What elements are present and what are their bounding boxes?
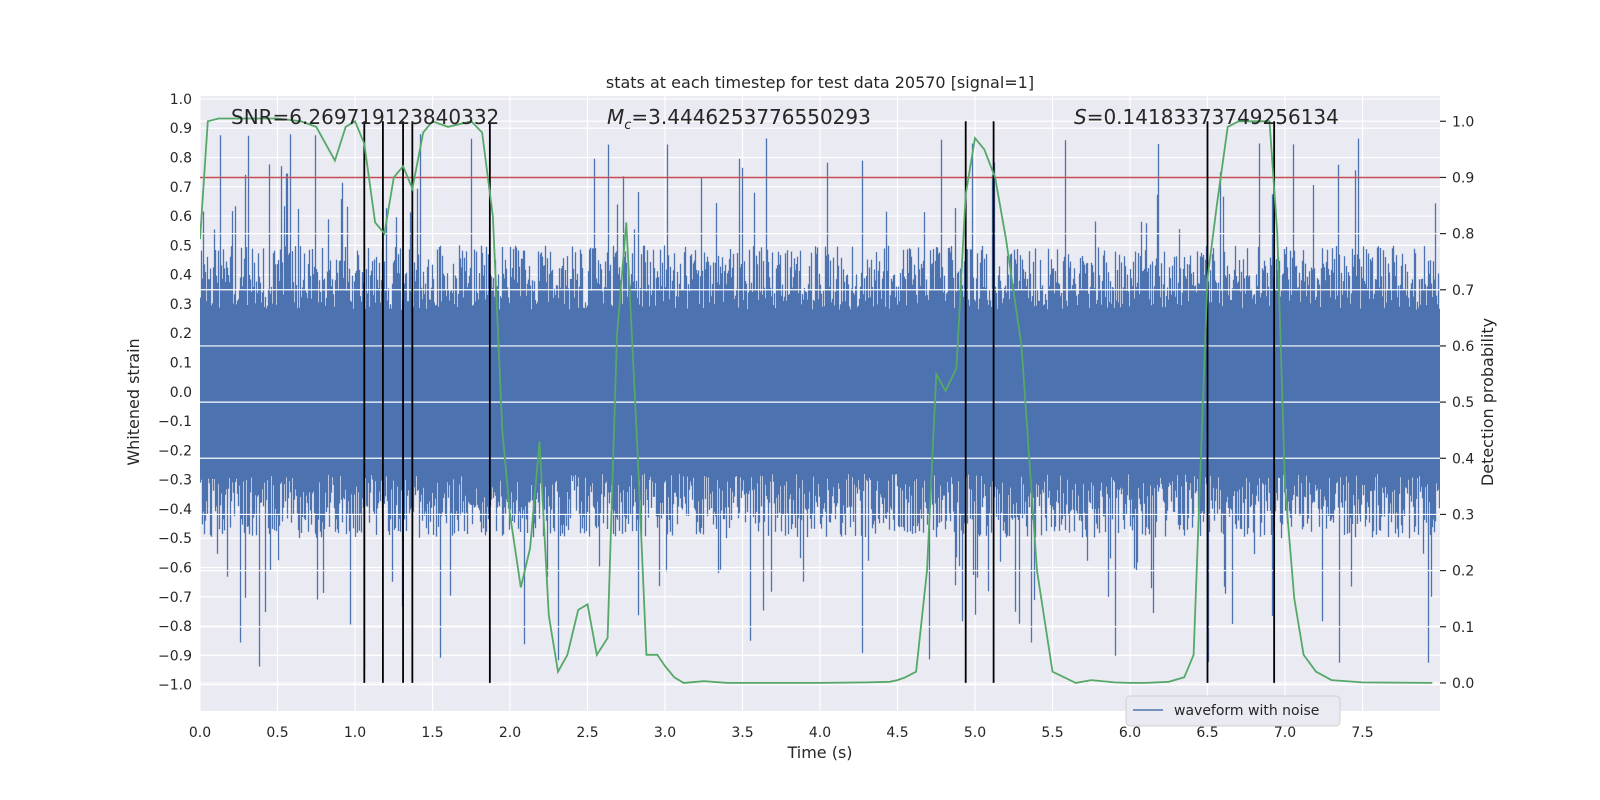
y-left-tick-label: −0.8 <box>158 619 192 635</box>
x-tick-label: 4.0 <box>809 725 831 741</box>
y-left-tick-label: 0.6 <box>170 209 192 225</box>
s-value: =0.14183373749256134 <box>1087 105 1339 129</box>
y-right-tick-label: 0.2 <box>1452 564 1474 580</box>
x-axis-ticks: 0.0 0.5 1.0 1.5 2.0 2.5 3.0 3.5 4.0 4.5 5.0 5.5 6.0 6… <box>189 725 1374 741</box>
y-left-tick-label: 0.3 <box>170 297 192 313</box>
y-left-tick-label: 0.8 <box>170 151 192 167</box>
y-left-tick-label: 0.4 <box>170 268 192 284</box>
vertical-markers <box>363 121 1276 683</box>
x-tick-label: 7.0 <box>1274 725 1296 741</box>
x-tick-label: 6.0 <box>1119 725 1141 741</box>
x-tick-label: 2.0 <box>499 725 521 741</box>
y-left-tick-label: 0.7 <box>170 180 192 196</box>
x-tick-label: 2.5 <box>576 725 598 741</box>
chirp-mass-value: =3.4446253776550293 <box>631 105 870 129</box>
x-tick-label: 6.5 <box>1196 725 1218 741</box>
chirp-mass-symbol: M <box>607 105 624 129</box>
x-tick-label: 3.5 <box>731 725 753 741</box>
y-left-tick-label: −1.0 <box>158 678 192 694</box>
y-left-ticks: 1.0 0.9 0.8 0.7 0.6 0.5 0.4 0.3 0.2 0.1 0.0 −0.1 −0.… <box>158 92 192 694</box>
legend: waveform with noise <box>1125 695 1341 727</box>
y-left-tick-label: −0.4 <box>158 502 192 518</box>
y-left-tick-label: 0.2 <box>170 326 192 342</box>
y-left-tick-label: −0.2 <box>158 443 192 459</box>
s-symbol: S <box>1074 105 1087 129</box>
y-right-tick-label: 0.3 <box>1452 507 1474 523</box>
y-left-tick-label: −0.9 <box>158 648 192 664</box>
x-tick-label: 1.5 <box>421 725 443 741</box>
y-left-axis-label: Whitened strain <box>124 338 143 465</box>
detection-probability-line <box>200 117 1433 684</box>
y-right-ticks: 1.0 0.9 0.8 0.7 0.6 0.5 0.4 0.3 0.2 0.1 0.0 <box>1440 114 1474 692</box>
y-right-tick-label: 0.8 <box>1452 227 1474 243</box>
x-tick-label: 5.5 <box>1041 725 1063 741</box>
chirp-mass-subscript: c <box>624 118 631 133</box>
chart-title: stats at each timestep for test data 205… <box>606 73 1034 92</box>
y-right-tick-label: 1.0 <box>1452 114 1474 130</box>
y-left-tick-label: 0.0 <box>170 385 192 401</box>
y-left-tick-label: −0.1 <box>158 414 192 430</box>
y-right-tick-label: 0.6 <box>1452 339 1474 355</box>
x-tick-label: 0.5 <box>266 725 288 741</box>
snr-annotation: SNR=6.269719123840332 <box>231 105 499 129</box>
x-tick-label: 1.0 <box>344 725 366 741</box>
x-tick-label: 5.0 <box>964 725 986 741</box>
y-right-tick-label: 0.7 <box>1452 283 1474 299</box>
y-right-tick-label: 0.5 <box>1452 395 1474 411</box>
y-left-tick-label: −0.3 <box>158 473 192 489</box>
x-tick-label: 4.5 <box>886 725 908 741</box>
x-tick-label: 0.0 <box>189 725 211 741</box>
legend-box <box>1125 695 1341 727</box>
y-right-tick-label: 0.1 <box>1452 620 1474 636</box>
legend-label: waveform with noise <box>1174 703 1319 719</box>
x-tick-label: 3.0 <box>654 725 676 741</box>
y-right-axis-label: Detection probability <box>1478 318 1497 486</box>
s-annotation: S=0.14183373749256134 <box>1074 105 1339 129</box>
y-left-tick-label: −0.5 <box>158 531 192 547</box>
x-tick-label: 7.5 <box>1351 725 1373 741</box>
chirp-mass-annotation: Mc=3.4446253776550293 <box>607 105 871 133</box>
y-right-tick-label: 0.9 <box>1452 170 1474 186</box>
y-right-tick-label: 0.0 <box>1452 676 1474 692</box>
y-left-tick-label: 0.1 <box>170 356 192 372</box>
y-right-tick-label: 0.4 <box>1452 451 1474 467</box>
y-left-tick-label: 0.5 <box>170 238 192 254</box>
y-left-tick-label: −0.7 <box>158 590 192 606</box>
y-left-tick-label: 1.0 <box>170 92 192 108</box>
y-left-tick-label: −0.6 <box>158 561 192 577</box>
x-axis-label: Time (s) <box>786 743 852 762</box>
y-left-tick-label: 0.9 <box>170 121 192 137</box>
